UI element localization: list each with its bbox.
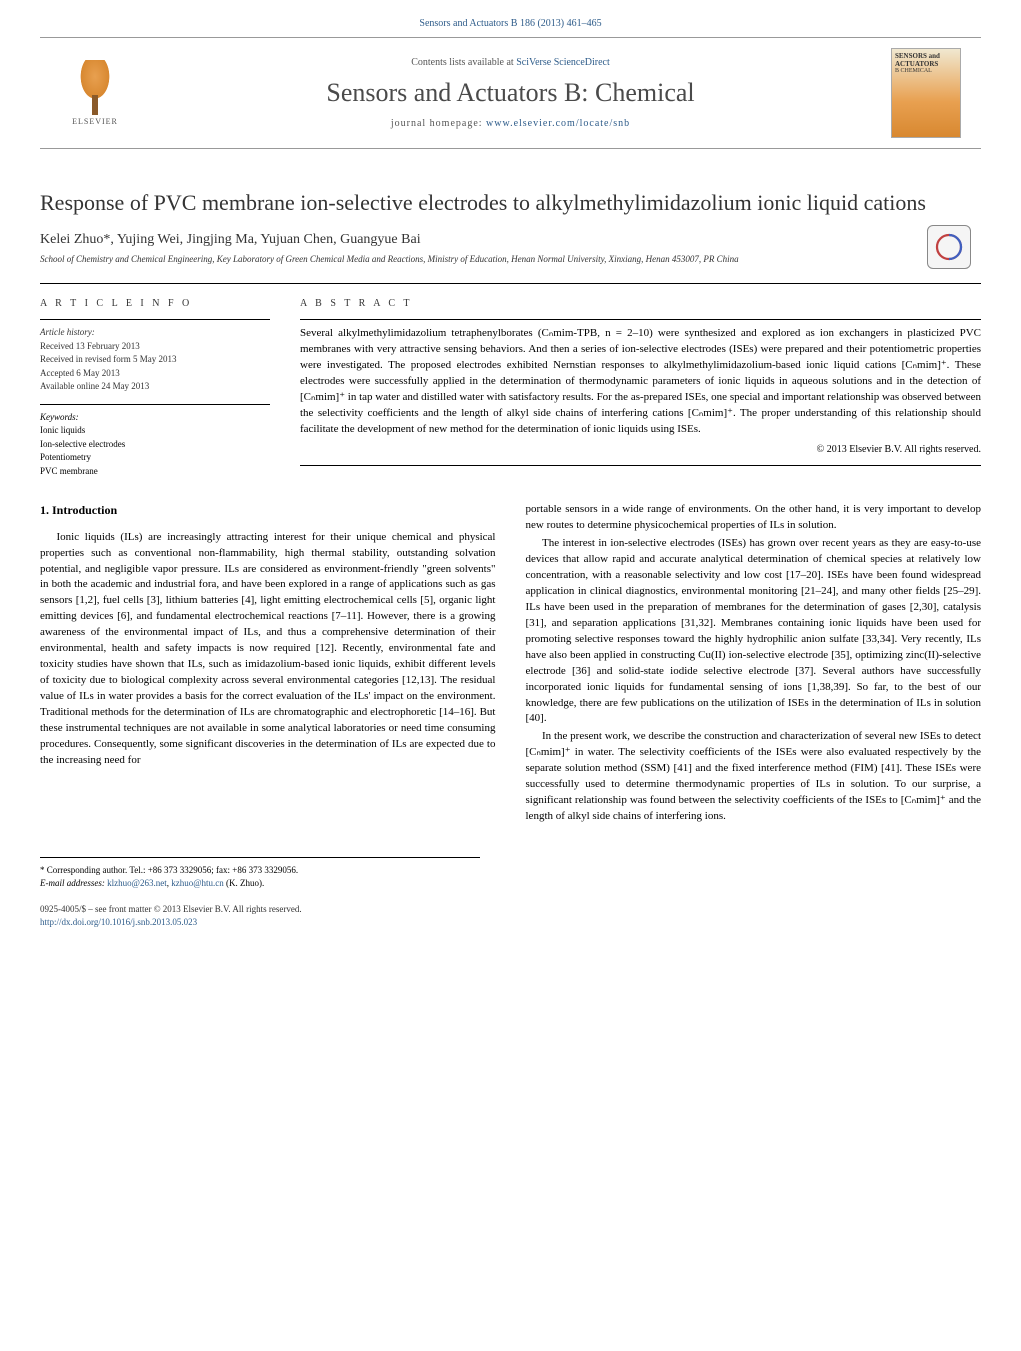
body-paragraph: The interest in ion-selective electrodes… xyxy=(526,536,982,727)
email-suffix: (K. Zhuo). xyxy=(224,878,265,888)
keyword: Ion-selective electrodes xyxy=(40,438,270,452)
bottom-metadata: 0925-4005/$ – see front matter © 2013 El… xyxy=(40,903,981,928)
body-column-left: 1. Introduction Ionic liquids (ILs) are … xyxy=(40,502,496,827)
issn-copyright-line: 0925-4005/$ – see front matter © 2013 El… xyxy=(40,903,981,916)
running-head: Sensors and Actuators B 186 (2013) 461–4… xyxy=(0,0,1021,37)
revised-date: Received in revised form 5 May 2013 xyxy=(40,353,270,367)
article-info-block: A R T I C L E I N F O Article history: R… xyxy=(40,298,270,478)
body-paragraph: portable sensors in a wide range of envi… xyxy=(526,502,982,534)
body-column-right: portable sensors in a wide range of envi… xyxy=(526,502,982,827)
cover-subtitle: B CHEMICAL xyxy=(895,68,957,74)
keywords-label: Keywords: xyxy=(40,411,270,425)
doi-link[interactable]: http://dx.doi.org/10.1016/j.snb.2013.05.… xyxy=(40,917,197,927)
crossmark-icon xyxy=(934,232,964,262)
journal-cover-thumbnail: SENSORS and ACTUATORS B CHEMICAL xyxy=(891,48,961,138)
crossmark-badge[interactable] xyxy=(927,225,971,269)
elsevier-logo: ELSEVIER xyxy=(60,53,130,133)
email-label: E-mail addresses: xyxy=(40,878,107,888)
email-line: E-mail addresses: klzhuo@263.net, kzhuo@… xyxy=(40,877,480,890)
footnotes: * Corresponding author. Tel.: +86 373 33… xyxy=(40,857,480,889)
cover-title: SENSORS and ACTUATORS xyxy=(895,52,957,68)
contents-available-line: Contents lists available at SciVerse Sci… xyxy=(130,57,891,68)
history-label: Article history: xyxy=(40,326,270,340)
abstract-block: A B S T R A C T Several alkylmethylimida… xyxy=(300,298,981,478)
email-link[interactable]: klzhuo@263.net xyxy=(107,878,167,888)
journal-homepage-line: journal homepage: www.elsevier.com/locat… xyxy=(130,118,891,129)
email-link[interactable]: kzhuo@htu.cn xyxy=(171,878,224,888)
body-paragraph: Ionic liquids (ILs) are increasingly att… xyxy=(40,530,496,769)
abstract-copyright: © 2013 Elsevier B.V. All rights reserved… xyxy=(300,444,981,466)
journal-name: Sensors and Actuators B: Chemical xyxy=(130,78,891,108)
sciencedirect-link[interactable]: SciVerse ScienceDirect xyxy=(516,57,610,68)
article-info-heading: A R T I C L E I N F O xyxy=(40,298,270,309)
authors-text: Kelei Zhuo*, Yujing Wei, Jingjing Ma, Yu… xyxy=(40,232,421,247)
section-heading-intro: 1. Introduction xyxy=(40,502,496,519)
keyword: Ionic liquids xyxy=(40,424,270,438)
online-date: Available online 24 May 2013 xyxy=(40,380,270,394)
body-paragraph: In the present work, we describe the con… xyxy=(526,729,982,825)
contents-prefix: Contents lists available at xyxy=(411,57,516,68)
author-list: Kelei Zhuo*, Yujing Wei, Jingjing Ma, Yu… xyxy=(40,232,981,248)
abstract-heading: A B S T R A C T xyxy=(300,298,981,309)
article-title: Response of PVC membrane ion-selective e… xyxy=(40,189,981,218)
affiliation: School of Chemistry and Chemical Enginee… xyxy=(40,254,981,266)
accepted-date: Accepted 6 May 2013 xyxy=(40,367,270,381)
corresponding-author-note: * Corresponding author. Tel.: +86 373 33… xyxy=(40,864,480,877)
received-date: Received 13 February 2013 xyxy=(40,340,270,354)
keyword: PVC membrane xyxy=(40,465,270,479)
journal-banner: ELSEVIER Contents lists available at Sci… xyxy=(40,37,981,149)
abstract-body: Several alkylmethylimidazolium tetraphen… xyxy=(300,319,981,438)
keyword: Potentiometry xyxy=(40,451,270,465)
elsevier-logo-text: ELSEVIER xyxy=(72,117,118,126)
homepage-prefix: journal homepage: xyxy=(391,118,486,129)
journal-homepage-link[interactable]: www.elsevier.com/locate/snb xyxy=(486,118,630,129)
